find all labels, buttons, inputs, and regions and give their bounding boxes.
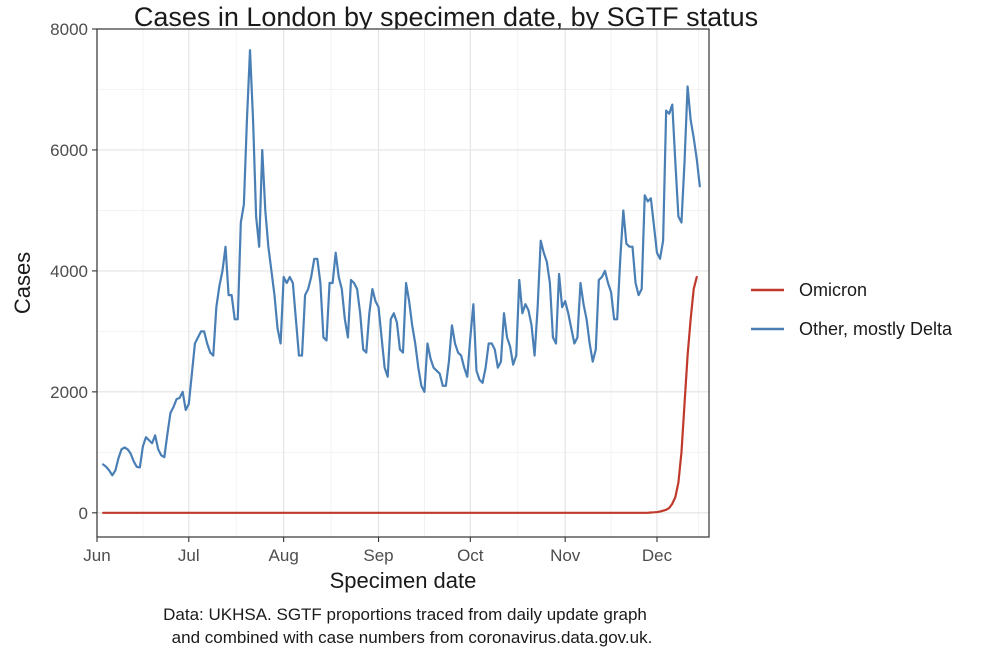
y-axis-label: Cases: [10, 252, 35, 314]
x-tick-label: Oct: [457, 546, 484, 565]
x-axis-label: Specimen date: [330, 568, 477, 593]
series-layer: [102, 49, 701, 514]
x-tick-label: Dec: [642, 546, 673, 565]
plot-border: [96, 28, 710, 538]
legend: Omicron Other, mostly Delta: [751, 280, 953, 339]
plot-panel: [96, 28, 710, 538]
x-tick-label: Jul: [178, 546, 200, 565]
series-line-other-mostly-delta: [102, 49, 701, 477]
series-line-omicron: [102, 275, 698, 514]
chart-title: Cases in London by specimen date, by SGT…: [134, 2, 758, 32]
x-axis: Jun Jul Aug Sep Oct Nov Dec: [83, 537, 673, 565]
y-tick-label: 0: [79, 504, 88, 523]
x-tick-label: Aug: [269, 546, 299, 565]
y-tick-label: 8000: [50, 20, 88, 39]
y-tick-label: 6000: [50, 141, 88, 160]
caption-line-2: and combined with case numbers from coro…: [172, 628, 653, 647]
x-tick-label: Jun: [83, 546, 110, 565]
y-axis: 0 2000 4000 6000 8000: [50, 20, 97, 523]
y-tick-label: 4000: [50, 262, 88, 281]
grid: [96, 28, 709, 537]
legend-label-omicron: Omicron: [799, 280, 867, 300]
x-tick-label: Sep: [363, 546, 393, 565]
legend-label-other-mostly-delta: Other, mostly Delta: [799, 319, 953, 339]
caption-line-1: Data: UKHSA. SGTF proportions traced fro…: [163, 605, 647, 624]
y-tick-label: 2000: [50, 383, 88, 402]
x-tick-label: Nov: [550, 546, 581, 565]
